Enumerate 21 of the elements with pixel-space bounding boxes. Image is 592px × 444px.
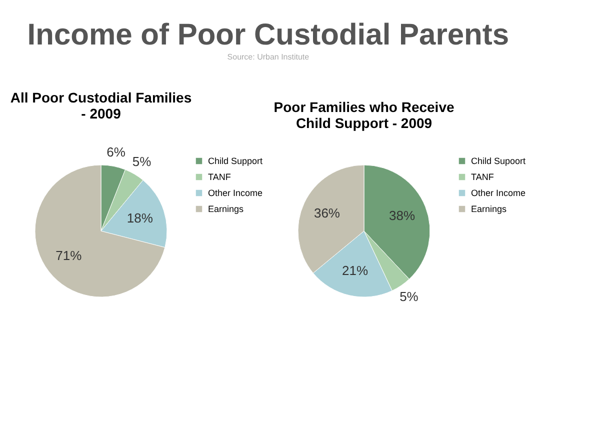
pie-slice bbox=[34, 164, 166, 298]
legend-label: TANF bbox=[208, 172, 232, 182]
legend-label: Earnings bbox=[471, 204, 508, 214]
data-label: 5% bbox=[400, 289, 419, 304]
data-label: 6% bbox=[106, 144, 126, 160]
legend-label: Other Income bbox=[208, 188, 263, 198]
source-note: Source: Urban Institute bbox=[227, 52, 310, 62]
legend-label: Child Supoort bbox=[471, 156, 526, 166]
legend-label: Earnings bbox=[208, 204, 244, 214]
legend-label: Child Support bbox=[208, 156, 264, 166]
data-label: 38% bbox=[389, 208, 416, 223]
legend-label: Other Income bbox=[471, 188, 526, 198]
data-label: 18% bbox=[126, 210, 154, 226]
data-label: 36% bbox=[314, 206, 340, 221]
data-label: 71% bbox=[56, 248, 82, 264]
chart-title: All Poor Custodial Families - 2009 bbox=[10, 89, 192, 122]
data-label: 5% bbox=[132, 154, 152, 170]
legend-label: TANF bbox=[471, 172, 494, 182]
chart-title: Poor Families who Receive Child Support - 2009 bbox=[274, 99, 454, 131]
text: Income of Poor Custodial Parents bbox=[27, 18, 510, 52]
data-label: 21% bbox=[342, 262, 369, 278]
